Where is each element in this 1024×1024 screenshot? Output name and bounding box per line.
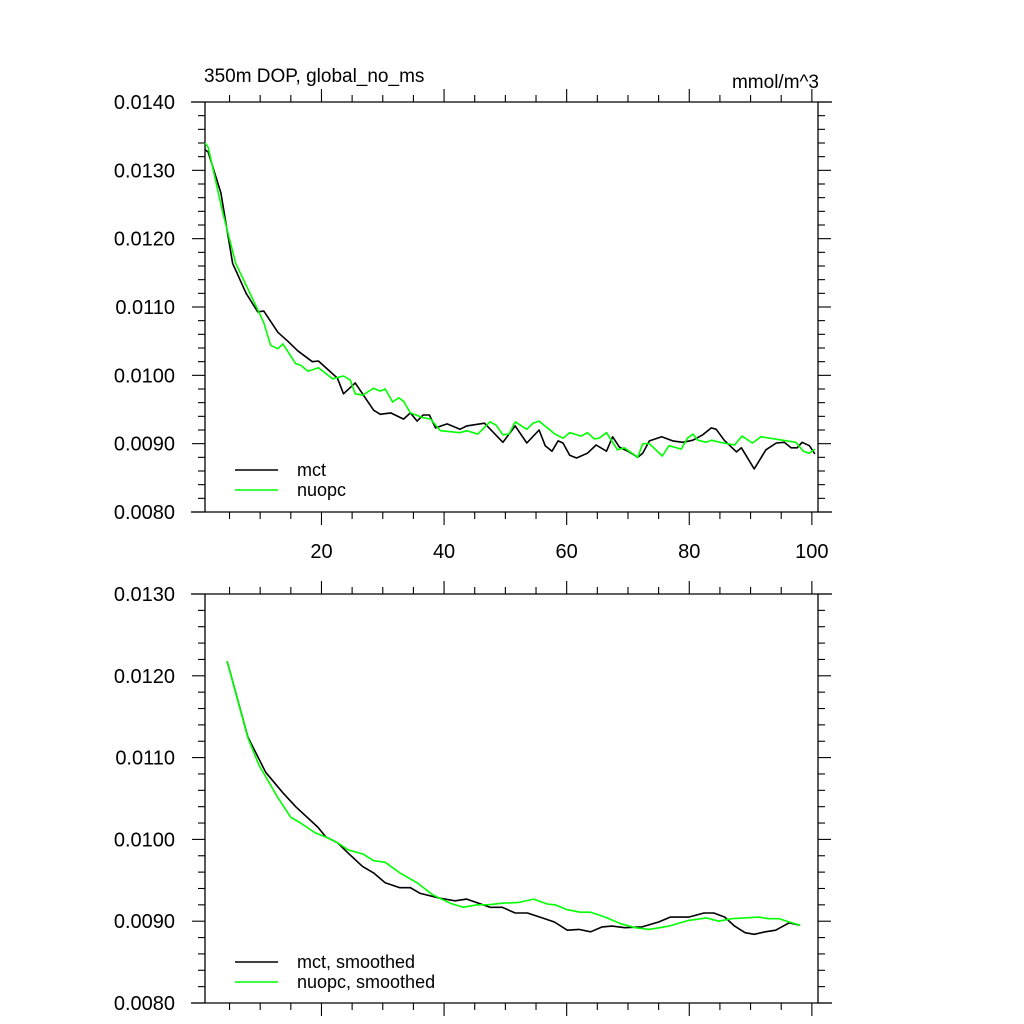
- x-tick-label: 100: [795, 541, 828, 563]
- series-line-mct-smoothed: [226, 660, 801, 936]
- chart-title: 350m DOP, global_no_ms: [204, 66, 424, 87]
- legend-label: nuopc: [297, 480, 346, 500]
- y-tick-label: 0.0130: [114, 584, 175, 606]
- top-panel: 0.0080 0.0090 0.0100 0.0110 0.0120 0.0130 0.01…: [114, 89, 832, 563]
- bottom-panel: 0.0080 0.0090 0.0100 0.0110 0.0120 0.0130 mct,…: [114, 581, 832, 1016]
- legend-label: mct: [297, 460, 326, 480]
- y-tick-label: 0.0130: [114, 160, 175, 182]
- series-line-mct: [204, 149, 816, 470]
- y-tick-label: 0.0090: [114, 911, 175, 933]
- y-tick-label: 0.0080: [114, 502, 175, 524]
- y-tick-label: 0.0080: [114, 993, 175, 1015]
- y-tick-label: 0.0100: [114, 365, 175, 387]
- y-tick-label: 0.0110: [115, 748, 175, 770]
- x-tick-label: 20: [310, 541, 332, 563]
- y-tick-label: 0.0140: [114, 92, 175, 114]
- y-tick-label: 0.0100: [114, 829, 175, 851]
- y-tick-label: 0.0120: [114, 666, 175, 688]
- legend-label: nuopc, smoothed: [297, 972, 435, 992]
- y-tick-label: 0.0110: [115, 297, 175, 319]
- x-tick-label: 60: [556, 541, 578, 563]
- series-line-nuopc: [204, 142, 816, 459]
- x-tick-label: 80: [678, 541, 700, 563]
- series-line-nuopc-smoothed: [226, 660, 801, 931]
- y-tick-label: 0.0090: [114, 434, 175, 456]
- y-tick-label: 0.0120: [114, 229, 175, 251]
- x-tick-label: 40: [433, 541, 455, 563]
- units-label: mmol/m^3: [732, 72, 819, 93]
- legend-label: mct, smoothed: [297, 952, 415, 972]
